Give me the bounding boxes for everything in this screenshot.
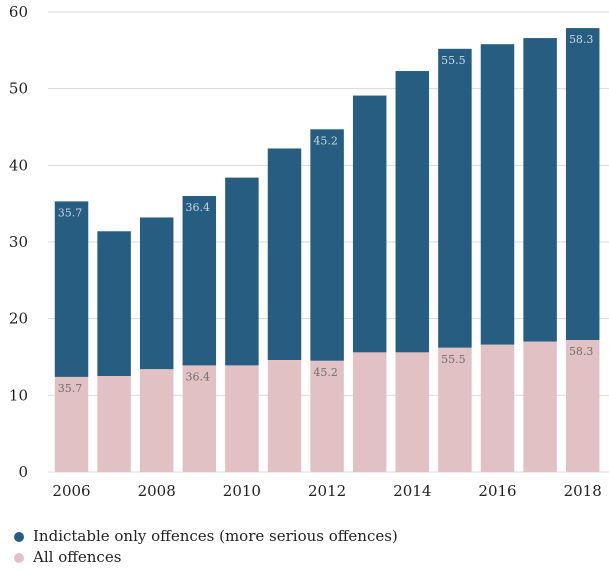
y-tick-label: 10 [9,386,28,404]
bar-serious [139,217,174,370]
bar-all [97,376,131,472]
bar-all [54,376,89,472]
data-label-serious: 36.4 [186,201,211,214]
bar-serious [54,201,89,377]
legend-item-serious[interactable]: Indictable only offences (more serious o… [14,526,398,547]
bar-all [395,352,430,472]
bar-chart: 35.7 35.7 36.4 36.4 45.2 45.2 55.5 55.5 58.3 58.3… [9,3,609,500]
bar-all [352,352,387,472]
bar-all [565,340,600,472]
data-labels: 35.7 35.7 36.4 36.4 45.2 45.2 55.5 55.5 58.3 58.3 [58,33,594,395]
y-tick-label: 30 [9,233,28,251]
data-label-serious: 55.5 [441,54,466,67]
data-label-serious: 58.3 [569,33,594,46]
y-tick-label: 60 [9,3,28,21]
bar-serious [225,177,259,366]
bar-serious [182,196,217,366]
x-tick-label: 2006 [52,482,90,500]
data-label-all: 58.3 [569,345,594,358]
bar-serious [395,71,430,353]
bar-all [225,365,259,472]
y-axis-ticks: 0 10 20 30 40 50 60 [9,3,28,481]
data-label-all: 35.7 [58,382,83,395]
data-label-all: 45.2 [313,366,338,379]
data-label-serious: 45.2 [313,134,338,147]
bar-serious [523,38,557,342]
legend: Indictable only offences (more serious o… [14,526,398,568]
bar-serious [438,48,472,348]
bar-all [480,344,515,472]
y-tick-label: 50 [9,80,28,98]
x-tick-label: 2014 [393,482,431,500]
data-label-all: 36.4 [186,370,211,383]
bar-all [139,369,174,472]
data-label-all: 55.5 [441,353,466,366]
bar-serious [352,95,387,353]
x-tick-label: 2018 [564,482,602,500]
legend-label-serious: Indictable only offences (more serious o… [33,527,398,545]
bar-all [523,341,557,472]
bar-all [310,360,344,472]
bar-all [182,365,217,472]
legend-swatch-all [14,552,24,563]
x-tick-label: 2016 [478,482,516,500]
x-tick-label: 2012 [308,482,346,500]
bar-serious [480,44,515,345]
bar-all [438,347,472,472]
y-tick-label: 0 [18,463,28,481]
bar-serious [565,28,600,341]
bars [54,28,600,472]
x-axis-ticks: 2006 2008 2010 2012 2014 2016 2018 [52,482,601,500]
data-label-serious: 35.7 [58,206,83,219]
x-tick-label: 2010 [223,482,261,500]
y-tick-label: 40 [9,156,28,174]
legend-swatch-serious [14,531,24,542]
bar-all [267,360,302,472]
x-tick-label: 2008 [138,482,176,500]
bar-serious [310,129,344,361]
legend-label-all: All offences [33,548,122,566]
legend-item-all[interactable]: All offences [14,547,398,568]
bar-serious [97,231,131,377]
bar-serious [267,148,302,361]
y-tick-label: 20 [9,310,28,328]
